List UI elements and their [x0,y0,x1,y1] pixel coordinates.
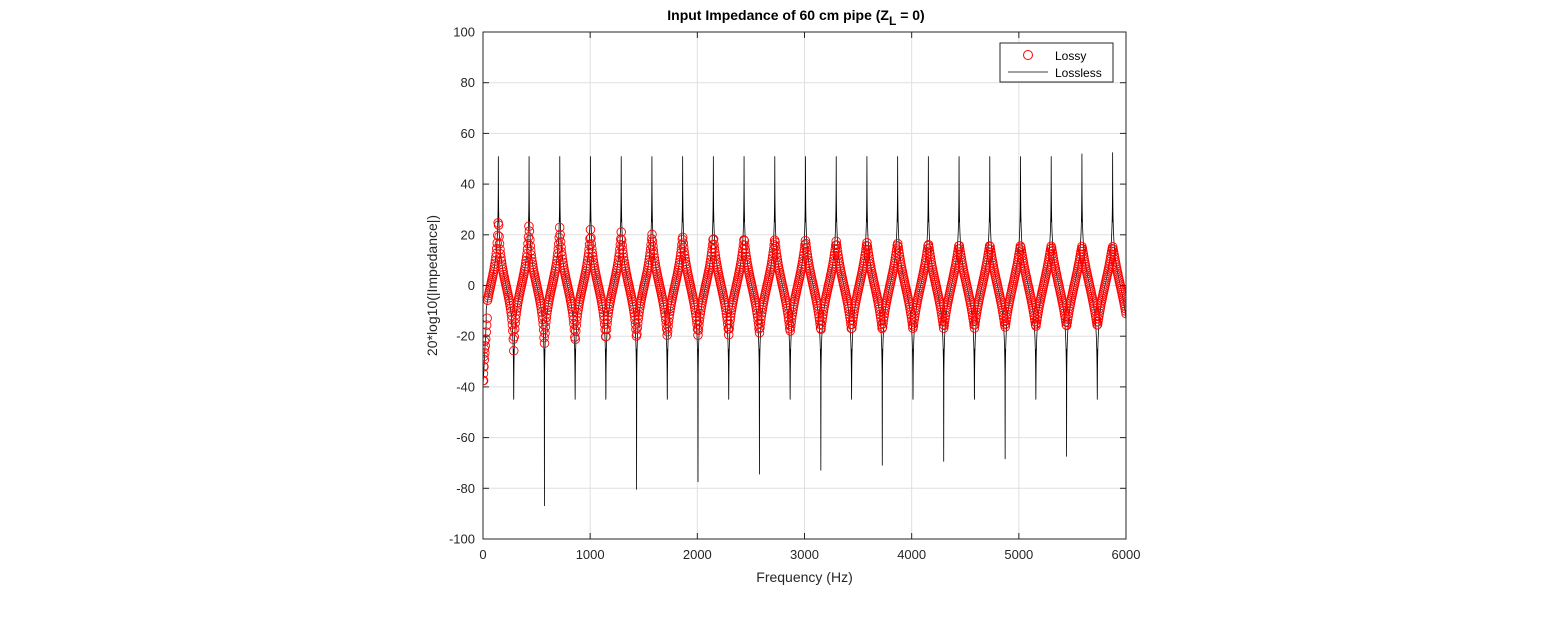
legend-lossless-label: Lossless [1055,66,1102,80]
y-axis-label: 20*log10(|Impedance|) [424,215,440,356]
chart-title-tail: = 0) [896,7,924,23]
chart-title-subscript: L [889,14,896,28]
x-tick-label: 2000 [683,547,712,562]
y-tick-label: 0 [468,278,475,293]
x-tick-label: 3000 [790,547,819,562]
y-tick-label: -40 [456,379,475,394]
axis-ticks [482,31,1127,540]
y-tick-labels: -100 -80 -60 -40 -20 0 20 40 60 80 100 [449,25,475,547]
y-tick-label: 20 [461,227,475,242]
y-tick-label: -60 [456,430,475,445]
x-tick-labels: 0 1000 2000 3000 4000 5000 6000 [479,547,1140,562]
x-tick-label: 0 [479,547,486,562]
y-tick-label: -80 [456,481,475,496]
legend-lossy-marker [1023,50,1033,60]
x-tick-label: 1000 [576,547,605,562]
legend-lossy-label: Lossy [1055,49,1086,63]
svg-text:Input Impedance of 60 cm pipe: Input Impedance of 60 cm pipe (ZL = 0) [667,7,924,28]
y-tick-label: -100 [449,532,475,547]
y-tick-label: 100 [453,25,475,40]
y-tick-label: -20 [456,329,475,344]
lossy-series-markers [483,218,1126,386]
x-tick-label: 4000 [897,547,926,562]
y-tick-label: 60 [461,126,475,141]
chart-title: Input Impedance of 60 cm pipe (ZL = 0) [667,7,924,28]
legend-box [999,42,1114,83]
chart-title-main: Input Impedance of 60 cm pipe (Z [667,7,889,23]
lossless-series-line [483,152,1126,507]
x-tick-label: 6000 [1112,547,1141,562]
x-axis-label: Frequency (Hz) [756,569,852,585]
y-tick-label: 80 [461,75,475,90]
x-tick-label: 5000 [1004,547,1033,562]
legend: Lossy Lossless [999,42,1114,83]
y-tick-label: 40 [461,177,475,192]
